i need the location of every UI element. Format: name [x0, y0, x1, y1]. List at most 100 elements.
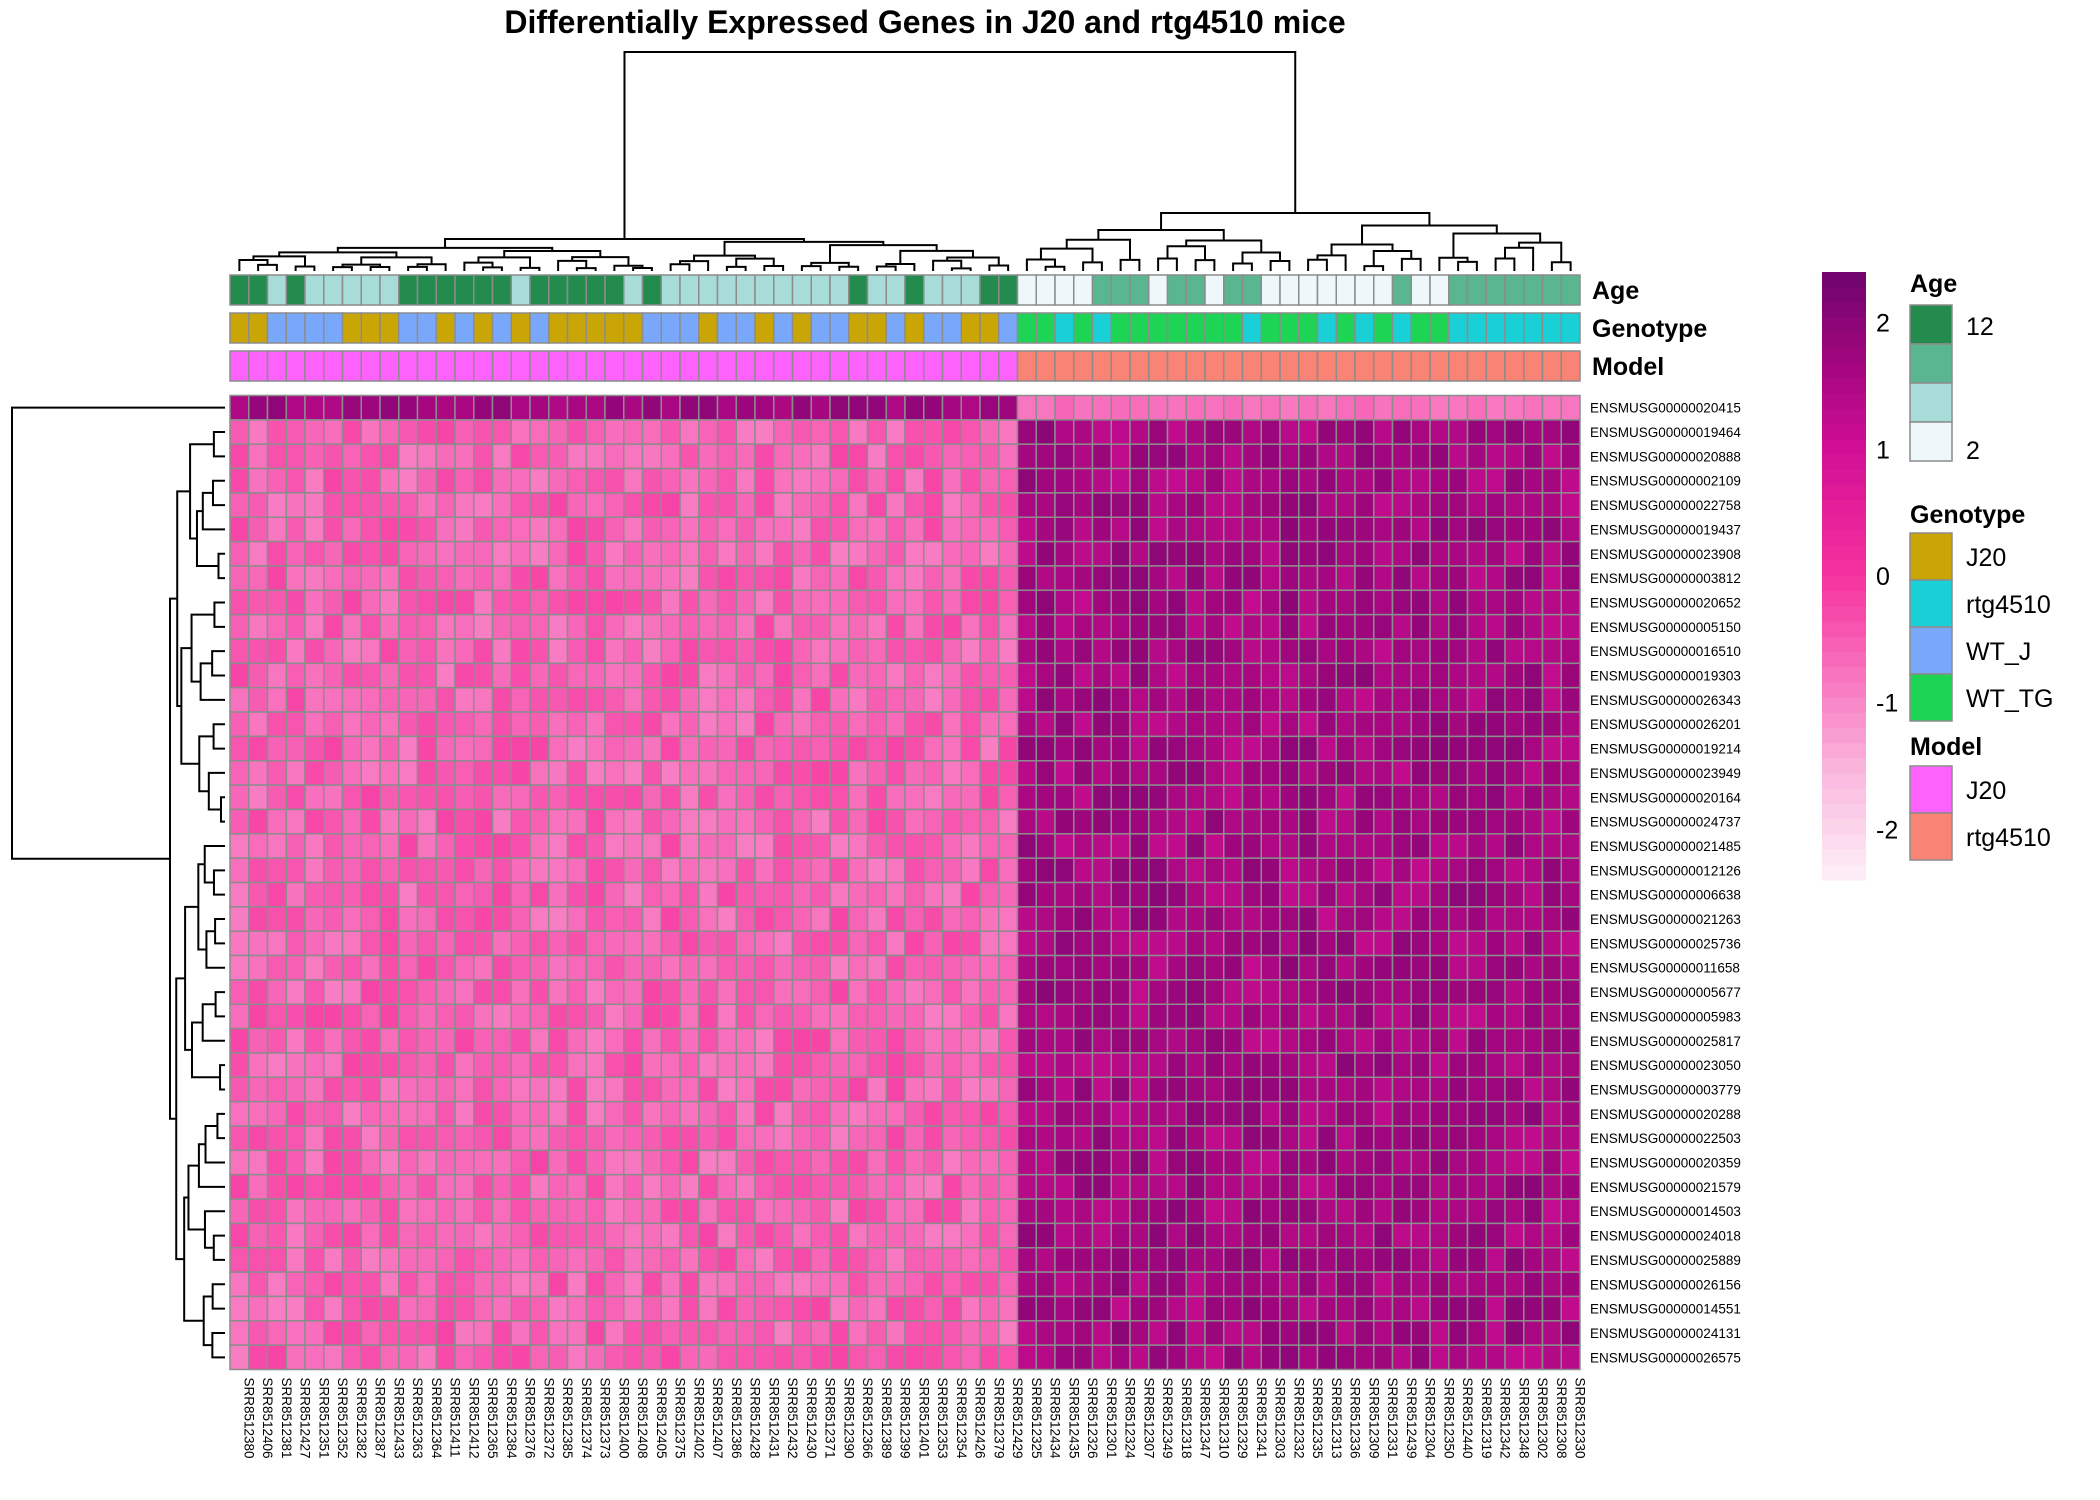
- heatmap-cell: [660, 613, 681, 640]
- heatmap-cell: [941, 1003, 962, 1030]
- heatmap-cell: [773, 930, 794, 957]
- heatmap-cell: [604, 1052, 625, 1079]
- heatmap-cell: [566, 613, 587, 640]
- heatmap-cell: [773, 540, 794, 567]
- heatmap-cell: [1110, 857, 1131, 884]
- heatmap-cell: [1541, 1198, 1562, 1225]
- heatmap-cell: [979, 954, 1000, 981]
- heatmap-cell: [1485, 516, 1506, 543]
- heatmap-cell: [923, 857, 944, 884]
- heatmap-cell: [660, 638, 681, 665]
- heatmap-cell: [398, 467, 419, 494]
- heatmap-cell: [1504, 881, 1525, 908]
- dendrogram-branch: [332, 266, 353, 271]
- heatmap-cell: [1541, 930, 1562, 957]
- heatmap-cell: [998, 808, 1019, 835]
- heatmap-cell: [754, 1076, 775, 1103]
- heatmap-cell: [716, 1100, 737, 1127]
- heatmap-cell: [1541, 492, 1562, 518]
- heatmap-cell: [1166, 979, 1187, 1006]
- color-scale-step: [1822, 378, 1866, 395]
- heatmap-cell: [848, 954, 869, 981]
- heatmap-cell: [623, 784, 644, 811]
- heatmap-cell: [229, 1125, 250, 1152]
- heatmap-cell: [323, 808, 344, 835]
- heatmap-cell: [829, 638, 850, 665]
- heatmap-cell: [229, 1003, 250, 1030]
- heatmap-cell: [1429, 1076, 1450, 1103]
- heatmap-cell: [1504, 954, 1525, 981]
- heatmap-cell: [266, 1198, 287, 1225]
- dendrogram-branch: [202, 1295, 213, 1347]
- heatmap-cell: [1241, 443, 1262, 470]
- model-annotation-cell: [754, 350, 775, 382]
- age-annotation-cell: [1504, 274, 1525, 306]
- heatmap-cell: [548, 1003, 569, 1030]
- heatmap-cell: [998, 467, 1019, 494]
- heatmap-cell: [1073, 1076, 1094, 1103]
- dendrogram-branch: [212, 869, 225, 896]
- heatmap-cell: [960, 930, 981, 957]
- heatmap-cell: [285, 1222, 306, 1249]
- heatmap-cell: [1485, 1125, 1506, 1152]
- heatmap-cell: [923, 1125, 944, 1152]
- heatmap-cell: [416, 857, 437, 884]
- heatmap-cell: [941, 1344, 962, 1371]
- heatmap-cell: [379, 808, 400, 835]
- heatmap-cell: [923, 662, 944, 689]
- heatmap-cell: [735, 516, 756, 543]
- heatmap-cell: [960, 1100, 981, 1127]
- heatmap-cell: [829, 833, 850, 859]
- heatmap-cell: [885, 467, 906, 494]
- heatmap-cell: [529, 1100, 550, 1127]
- heatmap-cell: [1316, 1344, 1337, 1371]
- sample-label: SRR8512402: [691, 1378, 706, 1459]
- heatmap-cell: [566, 1320, 587, 1346]
- heatmap-cell: [1448, 1052, 1469, 1079]
- heatmap-cell: [1523, 784, 1544, 811]
- heatmap-cell: [1241, 857, 1262, 884]
- heatmap-cell: [604, 1271, 625, 1298]
- heatmap-cell: [1166, 808, 1187, 835]
- genotype-annotation-cell: [1560, 312, 1581, 344]
- heatmap-cell: [548, 1198, 569, 1225]
- heatmap-cell: [660, 467, 681, 494]
- heatmap-cell: [1223, 881, 1244, 908]
- heatmap-cell: [566, 565, 587, 592]
- heatmap-cell: [791, 443, 812, 470]
- heatmap-cell: [266, 760, 287, 786]
- heatmap-cell: [510, 979, 531, 1006]
- heatmap-cell: [866, 394, 887, 421]
- heatmap-cell: [754, 857, 775, 884]
- heatmap-cell: [398, 1027, 419, 1054]
- heatmap-cell: [1523, 686, 1544, 713]
- heatmap-cell: [1391, 1247, 1412, 1273]
- heatmap-cell: [1091, 1100, 1112, 1127]
- heatmap-cell: [1016, 540, 1037, 567]
- heatmap-cell: [848, 906, 869, 932]
- heatmap-cell: [416, 760, 437, 786]
- heatmap-cell: [248, 613, 269, 640]
- dendrogram-branch: [1330, 243, 1394, 256]
- heatmap-cell: [848, 443, 869, 470]
- heatmap-cell: [1129, 1222, 1150, 1249]
- model-annotation-cell: [979, 350, 1000, 382]
- annotation-legends: Age122GenotypeJ20rtg4510WT_JWT_TGModelJ2…: [1909, 270, 2054, 861]
- heatmap-cell: [1054, 1320, 1075, 1346]
- heatmap-cell: [248, 808, 269, 835]
- heatmap-cell: [548, 1295, 569, 1322]
- genotype-annotation-cell: [454, 312, 475, 344]
- heatmap-cell: [248, 565, 269, 592]
- heatmap-cell: [1316, 711, 1337, 738]
- heatmap-cell: [266, 954, 287, 981]
- genotype-annotation-cell: [604, 312, 625, 344]
- heatmap-cell: [1429, 1052, 1450, 1079]
- heatmap-cell: [960, 1125, 981, 1152]
- heatmap-cell: [810, 686, 831, 713]
- heatmap-cell: [1054, 833, 1075, 859]
- heatmap-cell: [1091, 1198, 1112, 1225]
- heatmap-cell: [454, 1198, 475, 1225]
- heatmap-cell: [604, 760, 625, 786]
- genotype-annotation-cell: [585, 312, 606, 344]
- heatmap-cell: [1073, 735, 1094, 762]
